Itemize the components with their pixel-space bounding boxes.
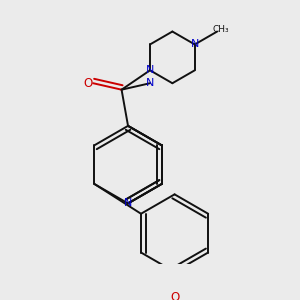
Text: N: N	[146, 65, 154, 75]
Text: N: N	[146, 78, 154, 88]
Text: N: N	[124, 198, 132, 208]
Text: O: O	[170, 291, 179, 300]
Text: O: O	[83, 77, 93, 90]
Text: CH₃: CH₃	[212, 25, 229, 34]
Text: N: N	[190, 40, 199, 50]
